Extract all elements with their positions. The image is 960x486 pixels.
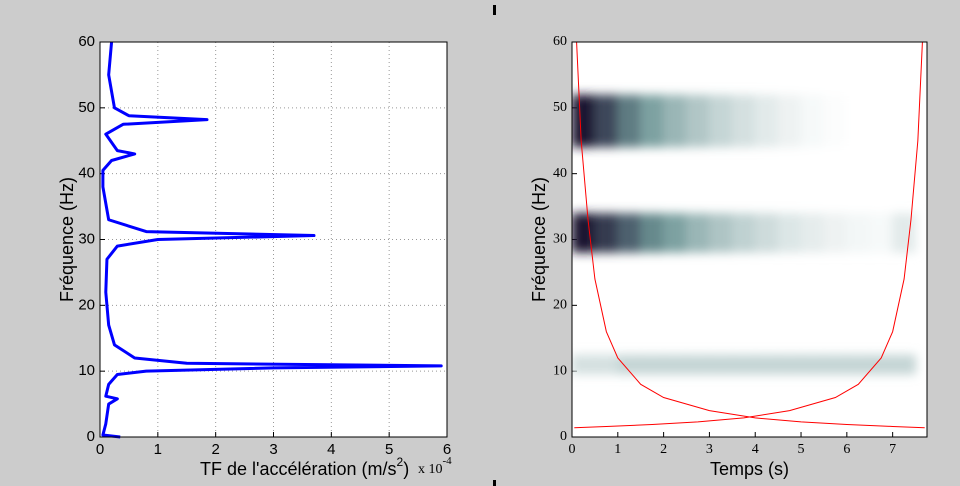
scalogram-cell — [617, 94, 642, 148]
x-tick-label: 0 — [569, 442, 576, 457]
scalogram-cell — [823, 354, 848, 375]
scalogram-cell — [617, 354, 642, 375]
x-axis-label-text: TF de l'accélération (m/s — [200, 459, 397, 479]
marker — [493, 5, 496, 15]
scalogram-cell — [892, 94, 917, 148]
scalogram-cell — [869, 94, 894, 148]
scalogram-cell — [731, 354, 756, 375]
y-tick-label: 0 — [87, 428, 95, 445]
scalogram-cell — [594, 354, 619, 375]
scalogram-cell — [663, 94, 688, 148]
scalogram-cell — [846, 354, 871, 375]
marker — [493, 480, 496, 486]
scalogram-cell — [823, 213, 848, 253]
scalogram-cell — [640, 354, 665, 375]
scalogram-cell — [640, 213, 665, 253]
y-tick-label: 20 — [78, 296, 95, 313]
y-tick-label: 60 — [78, 33, 95, 50]
x-axis-label-sup: 2 — [397, 455, 404, 469]
y-tick-label: 30 — [553, 232, 567, 247]
scalogram-cell — [686, 354, 710, 375]
scalogram-cell — [640, 94, 665, 148]
x-tick-label: 3 — [269, 441, 277, 458]
scalogram-cell — [869, 213, 894, 253]
scalogram-cell — [777, 213, 802, 253]
x-tick-label: 2 — [211, 441, 219, 458]
scalogram-cell — [846, 94, 871, 148]
scalogram-cell — [892, 213, 917, 253]
x-tick-label: 4 — [327, 441, 335, 458]
x-tick-label: 7 — [889, 442, 896, 457]
x-tick-label: 6 — [843, 442, 850, 457]
scalogram-cell — [708, 354, 733, 375]
scalogram-cell — [823, 94, 848, 148]
scalogram-cell — [754, 94, 779, 148]
scalogram-cell — [800, 94, 825, 148]
scalogram-cell — [846, 213, 871, 253]
x-tick-label: 4 — [752, 442, 759, 457]
scalogram-cell — [572, 354, 596, 375]
scalogram-cell — [663, 354, 688, 375]
x-tick-label: 0 — [96, 441, 104, 458]
x-axis-label: Temps (s) — [710, 459, 789, 479]
axes-frame — [571, 41, 928, 438]
y-tick-label: 40 — [553, 166, 567, 181]
scalogram-cell — [686, 94, 710, 148]
scalogram-cell — [572, 213, 596, 253]
x-tick-label: 5 — [385, 441, 393, 458]
scalogram-cell — [800, 354, 825, 375]
x-multiplier-base: x 10 — [418, 462, 443, 477]
y-axis-label: Fréquence (Hz) — [57, 177, 77, 302]
y-tick-label: 20 — [553, 298, 567, 313]
y-tick-label: 40 — [78, 165, 95, 182]
x-tick-label: 2 — [660, 442, 667, 457]
scalogram-cell — [777, 94, 802, 148]
y-tick-label: 10 — [553, 363, 567, 378]
x-tick-label: 3 — [706, 442, 713, 457]
scalogram-cell — [777, 354, 802, 375]
scalogram-cell — [594, 94, 619, 148]
scalogram-cell — [686, 213, 710, 253]
x-axis-label-end: ) — [403, 459, 409, 479]
scalogram-cell — [754, 354, 779, 375]
y-tick-label: 0 — [560, 429, 567, 444]
scalogram-cell — [800, 213, 825, 253]
x-tick-label: 1 — [154, 441, 162, 458]
scalogram-cell — [594, 213, 619, 253]
y-tick-label: 50 — [553, 100, 567, 115]
y-tick-label: 60 — [553, 34, 567, 49]
scalogram-cell — [708, 213, 733, 253]
scalogram-cell — [754, 213, 779, 253]
x-tick-label: 1 — [614, 442, 621, 457]
scalogram-cell — [731, 213, 756, 253]
spectrum-line — [101, 41, 443, 439]
scalogram-cells — [572, 94, 917, 375]
scalogram-cell — [572, 94, 596, 148]
x-multiplier-exponent: -4 — [443, 455, 453, 467]
scalogram-cell — [869, 354, 894, 375]
scalogram-cell — [731, 94, 756, 148]
scalogram-cell — [617, 213, 642, 253]
scalogram-cell — [708, 94, 733, 148]
scalogram-cell — [892, 354, 917, 375]
x-axis-label: TF de l'accélération (m/s2) — [200, 455, 409, 479]
cone-of-influence — [576, 42, 925, 429]
scalogram — [572, 42, 925, 429]
y-tick-label: 30 — [78, 230, 95, 247]
y-tick-label: 50 — [78, 99, 95, 116]
x-tick-label: 5 — [798, 442, 805, 457]
x-multiplier: x 10-4 — [418, 455, 452, 478]
axes-frame — [99, 41, 448, 438]
x-tick-label: 6 — [443, 441, 451, 458]
y-tick-label: 10 — [78, 362, 95, 379]
cone-of-influence — [574, 42, 923, 429]
scalogram-cell — [663, 213, 688, 253]
y-axis-label: Fréquence (Hz) — [529, 177, 549, 302]
